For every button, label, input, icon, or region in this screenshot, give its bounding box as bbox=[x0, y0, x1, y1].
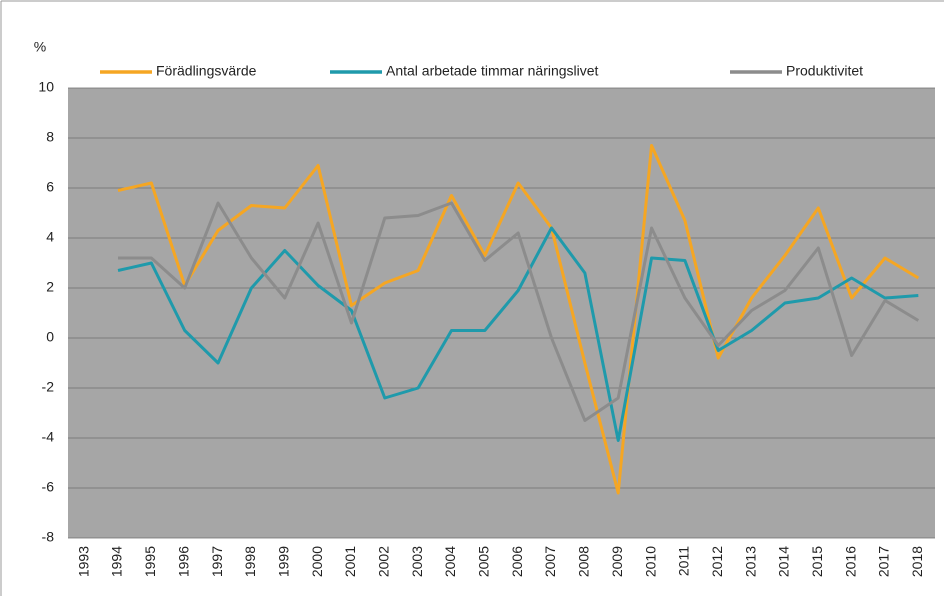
y-tick-label: 8 bbox=[46, 129, 54, 145]
x-tick-label: 1998 bbox=[242, 546, 258, 577]
y-tick-label: -8 bbox=[42, 529, 55, 545]
x-tick-label: 2005 bbox=[476, 546, 492, 577]
x-tick-label: 2002 bbox=[375, 546, 391, 577]
y-tick-label: 10 bbox=[38, 79, 54, 95]
x-tick-label: 1993 bbox=[75, 546, 91, 577]
x-tick-label: 2012 bbox=[709, 546, 725, 577]
x-tick-label: 2008 bbox=[576, 546, 592, 577]
x-tick-label: 1999 bbox=[275, 546, 291, 577]
data-line bbox=[117, 144, 920, 495]
y-tick-label: 2 bbox=[46, 279, 54, 295]
x-tick-label: 2014 bbox=[776, 546, 792, 577]
plot-area bbox=[68, 88, 935, 538]
x-tick-label: 2001 bbox=[342, 546, 358, 577]
x-tick-label: 2017 bbox=[876, 546, 892, 577]
x-tick-label: 2016 bbox=[842, 546, 858, 577]
x-tick-label: 2013 bbox=[742, 546, 758, 577]
x-tick-label: 2009 bbox=[609, 546, 625, 577]
x-tick-label: 2018 bbox=[909, 546, 925, 577]
y-tick-label: 6 bbox=[46, 179, 54, 195]
x-tick-label: 2007 bbox=[542, 546, 558, 577]
y-tick-label: -6 bbox=[42, 479, 55, 495]
x-tick-label: 2006 bbox=[509, 546, 525, 577]
x-tick-label: 1995 bbox=[142, 546, 158, 577]
x-tick-label: 2011 bbox=[676, 546, 692, 576]
x-tick-label: 2004 bbox=[442, 546, 458, 577]
legend-label: Produktivitet bbox=[786, 63, 863, 79]
y-tick-label: -2 bbox=[42, 379, 55, 395]
y-axis-label: % bbox=[34, 39, 46, 55]
x-tick-label: 1997 bbox=[209, 546, 225, 577]
x-tick-label: 1994 bbox=[109, 546, 125, 577]
x-tick-label: 2010 bbox=[642, 546, 658, 577]
x-tick-label: 2000 bbox=[309, 546, 325, 577]
y-tick-label: 0 bbox=[46, 329, 54, 345]
data-line bbox=[117, 226, 919, 442]
legend-label: Antal arbetade timmar näringslivet bbox=[386, 63, 599, 79]
y-tick-label: -4 bbox=[42, 429, 55, 445]
x-tick-label: 2015 bbox=[809, 546, 825, 577]
x-tick-label: 1996 bbox=[175, 546, 191, 577]
x-tick-label: 2003 bbox=[409, 546, 425, 577]
y-tick-label: 4 bbox=[46, 229, 54, 245]
data-line bbox=[118, 201, 920, 422]
legend-label: Förädlingsvärde bbox=[156, 63, 257, 79]
